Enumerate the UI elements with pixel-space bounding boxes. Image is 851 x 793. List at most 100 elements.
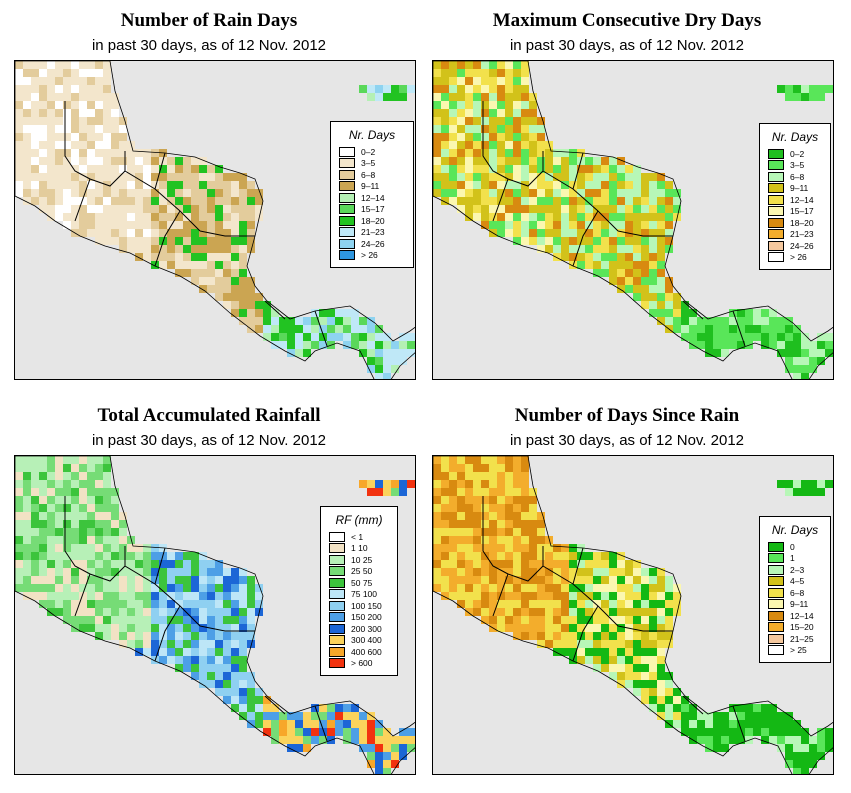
map-cell xyxy=(63,149,71,157)
map-cell xyxy=(441,181,449,189)
map-cell xyxy=(617,197,625,205)
map-cell xyxy=(521,189,529,197)
map-cell xyxy=(553,213,561,221)
map-cell xyxy=(255,720,263,728)
map-cell xyxy=(31,496,39,504)
map-cell xyxy=(473,109,481,117)
map-cell xyxy=(231,624,239,632)
map-cell xyxy=(127,568,135,576)
map-cell xyxy=(753,720,761,728)
map-cell xyxy=(809,752,817,760)
map-cell xyxy=(465,85,473,93)
map-cell xyxy=(441,536,449,544)
map-cell xyxy=(433,117,441,125)
map-cell xyxy=(521,616,529,624)
map-cell xyxy=(465,93,473,101)
map-cell xyxy=(327,704,335,712)
map-cell xyxy=(223,277,231,285)
map-cell xyxy=(175,608,183,616)
map-cell xyxy=(23,520,31,528)
map-cell xyxy=(175,624,183,632)
map-cell xyxy=(95,528,103,536)
map-cell xyxy=(191,592,199,600)
map-cell xyxy=(103,520,111,528)
map-cell xyxy=(561,576,569,584)
map-cell xyxy=(135,245,143,253)
map-cell xyxy=(801,760,809,768)
map-cell xyxy=(239,197,247,205)
map-cell xyxy=(633,600,641,608)
map-cell xyxy=(87,488,95,496)
map-cell xyxy=(183,584,191,592)
map-cell xyxy=(31,85,39,93)
map-cell xyxy=(239,301,247,309)
country-border xyxy=(542,565,619,627)
map-cell xyxy=(135,600,143,608)
map-cell xyxy=(649,301,657,309)
map-cell xyxy=(665,309,673,317)
map-canvas xyxy=(433,61,833,379)
map-cell xyxy=(263,696,271,704)
map-cell xyxy=(311,736,319,744)
map-cell xyxy=(95,624,103,632)
map-cell xyxy=(143,616,151,624)
map-cell xyxy=(343,309,351,317)
map-cell xyxy=(625,592,633,600)
map-cell xyxy=(63,213,71,221)
map-cell xyxy=(151,616,159,624)
map-cell xyxy=(199,680,207,688)
map-cell xyxy=(63,77,71,85)
map-cell xyxy=(569,197,577,205)
map-cell xyxy=(641,696,649,704)
map-cell xyxy=(449,512,457,520)
coastline xyxy=(15,61,415,379)
map-cell xyxy=(521,456,529,464)
map-cell xyxy=(87,125,95,133)
map-cell xyxy=(239,664,247,672)
map-cell xyxy=(481,109,489,117)
map-cell xyxy=(295,349,303,357)
map-cell xyxy=(617,648,625,656)
map-cell xyxy=(31,157,39,165)
legend-label: 1 10 xyxy=(351,543,368,554)
map-cell xyxy=(521,584,529,592)
map-cell xyxy=(175,205,183,213)
map-cell xyxy=(449,165,457,173)
map-cell xyxy=(255,205,263,213)
map-cell xyxy=(489,496,497,504)
map-cell xyxy=(505,616,513,624)
map-cell xyxy=(505,544,513,552)
map-cell xyxy=(441,496,449,504)
map-cell xyxy=(303,333,311,341)
map-cell xyxy=(489,109,497,117)
map-cell xyxy=(609,632,617,640)
map-cell xyxy=(441,149,449,157)
map-cell xyxy=(497,624,505,632)
map-cell xyxy=(303,341,311,349)
map-cell xyxy=(239,616,247,624)
map-cell xyxy=(223,640,231,648)
map-cell xyxy=(63,85,71,93)
map-cell xyxy=(71,173,79,181)
map-cell xyxy=(175,656,183,664)
map-cell xyxy=(529,504,537,512)
map-cell xyxy=(449,117,457,125)
map-cell xyxy=(513,197,521,205)
map-cell xyxy=(785,85,793,93)
map-cell xyxy=(175,253,183,261)
map-cell xyxy=(151,213,159,221)
map-cell xyxy=(505,560,513,568)
map-cell xyxy=(87,504,95,512)
map-cell xyxy=(175,592,183,600)
map-cell xyxy=(489,125,497,133)
map-cell xyxy=(737,309,745,317)
map-cell xyxy=(649,221,657,229)
map-cell xyxy=(327,317,335,325)
map-cell xyxy=(71,205,79,213)
map-cell xyxy=(657,285,665,293)
map-cell xyxy=(793,752,801,760)
map-cell xyxy=(433,93,441,101)
map-cell xyxy=(497,456,505,464)
map-cell xyxy=(481,213,489,221)
map-cell xyxy=(601,600,609,608)
